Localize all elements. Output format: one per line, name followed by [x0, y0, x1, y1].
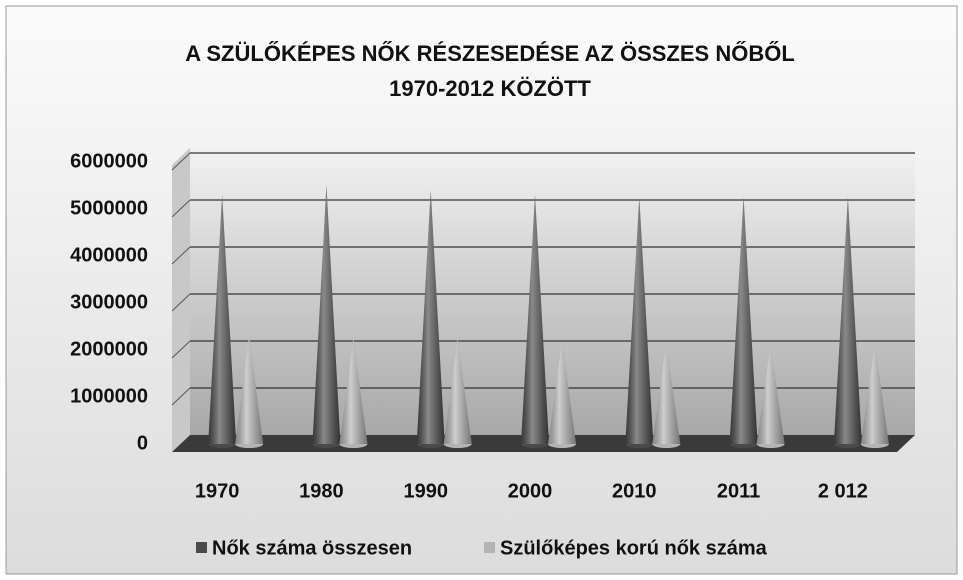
y-tick-label: 5000000 — [70, 197, 148, 219]
chart-title: 1970-2012 KÖZÖTT — [389, 76, 591, 101]
x-tick-label: 2000 — [508, 480, 553, 502]
cone-shading — [652, 342, 681, 444]
y-tick-label: 2000000 — [70, 338, 148, 360]
legend-label: Szülőképes korú nők száma — [500, 537, 768, 559]
grid-line — [171, 340, 191, 359]
legend-label: Nők száma összesen — [212, 537, 412, 559]
cone-shading — [625, 197, 654, 444]
x-tick-label: 2 012 — [818, 480, 868, 502]
cone-shading — [339, 338, 368, 444]
y-tick-label: 6000000 — [70, 150, 148, 172]
cone-shading — [756, 345, 785, 444]
side-wall — [172, 148, 190, 452]
cone-shading — [833, 197, 862, 444]
x-tick-label: 2010 — [612, 480, 657, 502]
grid-line — [171, 293, 191, 312]
back-wall — [190, 148, 915, 435]
x-tick-label: 1990 — [403, 480, 448, 502]
y-tick-label: 3000000 — [70, 291, 148, 313]
y-tick-label: 1000000 — [70, 385, 148, 407]
cone-shading — [208, 194, 237, 444]
legend-swatch — [484, 542, 495, 553]
y-tick-label: 0 — [137, 432, 148, 454]
cone-shading — [729, 197, 758, 444]
grid-line — [171, 387, 191, 406]
cone-shading — [443, 338, 472, 444]
cone-shading — [548, 340, 576, 444]
cone-shading — [312, 185, 341, 444]
chart-title: A SZÜLŐKÉPES NŐK RÉSZESEDÉSE AZ ÖSSZES N… — [185, 41, 795, 66]
x-tick-label: 1970 — [195, 480, 240, 502]
y-tick-label: 4000000 — [70, 244, 148, 266]
cone-shading — [521, 194, 549, 444]
cone-shading — [235, 335, 264, 444]
cone-shading — [416, 190, 445, 444]
grid-line — [171, 246, 191, 265]
grid-line — [171, 199, 191, 218]
x-tick-label: 2011 — [717, 480, 760, 502]
grid-line — [171, 152, 191, 171]
cone-shading — [860, 342, 889, 444]
x-tick-label: 1980 — [299, 480, 344, 502]
legend-swatch — [196, 542, 207, 553]
